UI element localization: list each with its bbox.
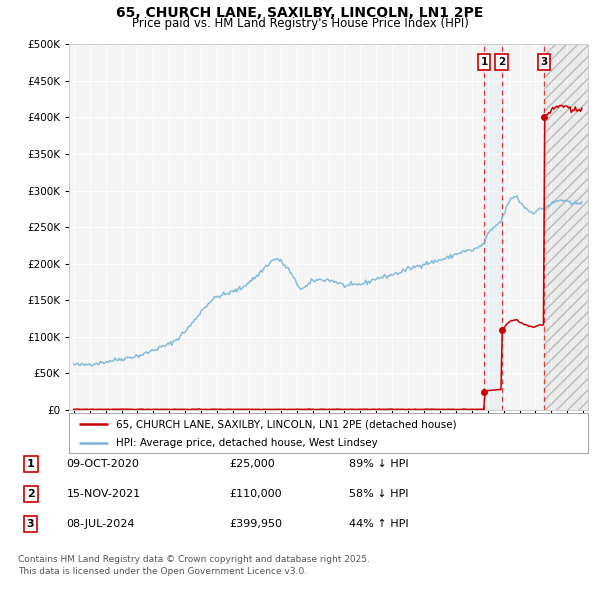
Text: 2: 2 <box>498 57 505 67</box>
Text: 65, CHURCH LANE, SAXILBY, LINCOLN, LN1 2PE (detached house): 65, CHURCH LANE, SAXILBY, LINCOLN, LN1 2… <box>116 419 457 430</box>
Text: 3: 3 <box>540 57 547 67</box>
Text: 65, CHURCH LANE, SAXILBY, LINCOLN, LN1 2PE: 65, CHURCH LANE, SAXILBY, LINCOLN, LN1 2… <box>116 6 484 20</box>
Bar <box>544 44 588 410</box>
Text: 09-OCT-2020: 09-OCT-2020 <box>67 459 139 468</box>
Text: 2: 2 <box>26 489 34 499</box>
Text: 1: 1 <box>481 57 488 67</box>
Text: Contains HM Land Registry data © Crown copyright and database right 2025.
This d: Contains HM Land Registry data © Crown c… <box>18 555 370 576</box>
Text: 08-JUL-2024: 08-JUL-2024 <box>67 519 135 529</box>
Text: 3: 3 <box>27 519 34 529</box>
Text: £399,950: £399,950 <box>229 519 282 529</box>
Text: HPI: Average price, detached house, West Lindsey: HPI: Average price, detached house, West… <box>116 438 377 448</box>
Text: 44% ↑ HPI: 44% ↑ HPI <box>349 519 408 529</box>
Text: 89% ↓ HPI: 89% ↓ HPI <box>349 459 408 468</box>
Bar <box>484 44 502 410</box>
Text: 58% ↓ HPI: 58% ↓ HPI <box>349 489 408 499</box>
Bar <box>544 44 588 410</box>
Text: 1: 1 <box>26 459 34 468</box>
Text: £110,000: £110,000 <box>229 489 281 499</box>
Text: £25,000: £25,000 <box>229 459 275 468</box>
Text: 15-NOV-2021: 15-NOV-2021 <box>67 489 140 499</box>
Text: Price paid vs. HM Land Registry's House Price Index (HPI): Price paid vs. HM Land Registry's House … <box>131 17 469 30</box>
